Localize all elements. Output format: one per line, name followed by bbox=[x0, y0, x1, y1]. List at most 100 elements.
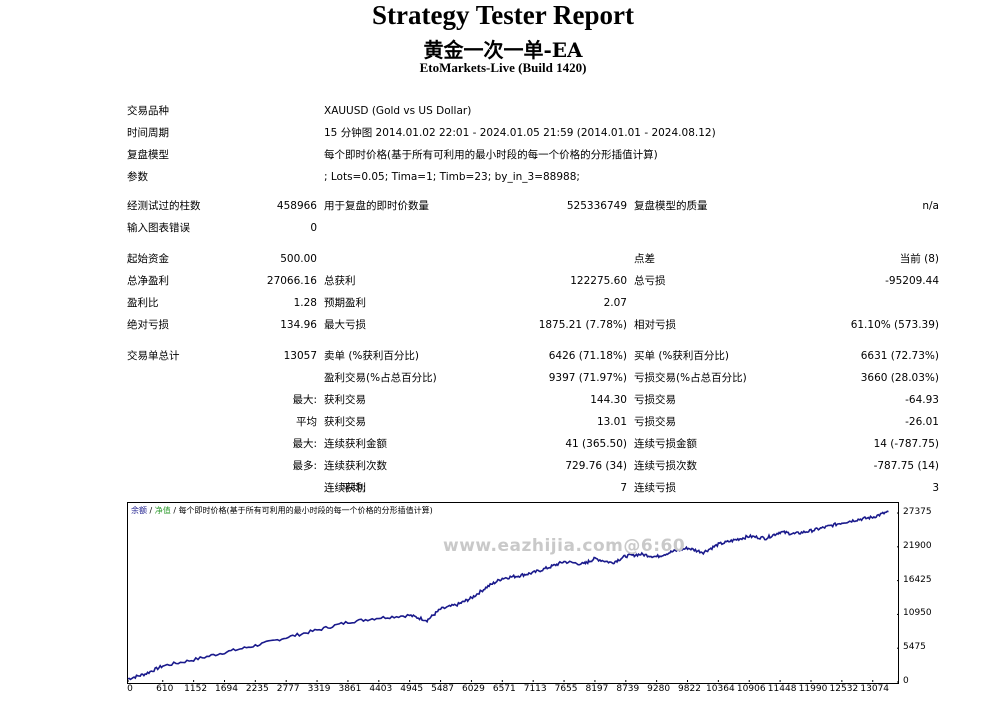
max-cons-wins-value: 41 (365.50) bbox=[565, 438, 627, 450]
most-cons-wins-value: 729.76 (34) bbox=[565, 460, 627, 472]
expected-payoff-label: 预期盈利 bbox=[324, 297, 366, 309]
ticks-label: 用于复盘的即时价数量 bbox=[324, 200, 429, 212]
profit-trades-label: 盈利交易(%占总百分比) bbox=[324, 372, 437, 384]
spread-value: 当前 (8) bbox=[899, 253, 939, 265]
x-tick-label: 3319 bbox=[307, 684, 331, 694]
x-tick-label: 4945 bbox=[400, 684, 424, 694]
avg-cons-losses-value: 3 bbox=[932, 482, 939, 494]
avg-cons-wins-value: 7 bbox=[620, 482, 627, 494]
balance-line bbox=[127, 510, 889, 681]
largest-win-value: 144.30 bbox=[590, 394, 627, 406]
x-tick-label: 12532 bbox=[829, 684, 859, 694]
x-tick-label: 6571 bbox=[492, 684, 516, 694]
x-tick-label: 7655 bbox=[554, 684, 578, 694]
maximum-prefix: 最大: bbox=[292, 438, 317, 450]
avg-loss-label: 亏损交易 bbox=[634, 416, 676, 428]
avg-cons-losses-label: 连续亏损 bbox=[634, 482, 676, 494]
net-profit-label: 总净盈利 bbox=[127, 275, 169, 287]
total-trades-label: 交易单总计 bbox=[127, 350, 180, 362]
average-prefix: 平均 bbox=[296, 416, 317, 428]
params-value: ; Lots=0.05; Tima=1; Timb=23; by_in_3=88… bbox=[324, 171, 580, 183]
most-cons-wins-label: 连续获利次数 bbox=[324, 460, 387, 472]
legend-balance: 余额 bbox=[131, 506, 147, 515]
x-tick-label: 5487 bbox=[431, 684, 454, 694]
loss-trades-value: 3660 (28.03%) bbox=[860, 372, 939, 384]
long-positions-value: 6631 (72.73%) bbox=[860, 350, 939, 362]
balance-chart bbox=[127, 510, 899, 683]
largest-prefix: 最大: bbox=[292, 394, 317, 406]
x-tick-label: 9822 bbox=[678, 684, 701, 694]
y-tick-label: 10950 bbox=[903, 608, 932, 619]
x-tick-label: 8197 bbox=[585, 684, 609, 694]
x-tick-label: 10906 bbox=[736, 684, 766, 694]
chart-legend: 余额 / 净值 / 每个即时价格(基于所有可利用的最小时段的每一个价格的分形插值… bbox=[131, 505, 433, 516]
balance-chart-frame bbox=[127, 502, 899, 684]
max-drawdown-label: 最大亏损 bbox=[324, 319, 366, 331]
deposit-value: 500.00 bbox=[280, 253, 317, 265]
loss-trades-label: 亏损交易(%占总百分比) bbox=[634, 372, 747, 384]
x-tick-label: 10364 bbox=[706, 684, 735, 694]
y-tick-label: 27375 bbox=[903, 507, 932, 518]
abs-drawdown-label: 绝对亏损 bbox=[127, 319, 169, 331]
x-tick-label: 13074 bbox=[860, 684, 890, 694]
total-trades-value: 13057 bbox=[283, 350, 317, 362]
x-tick-label: 2235 bbox=[245, 684, 269, 694]
period-value: 15 分钟图 2014.01.02 22:01 - 2024.01.05 21:… bbox=[324, 127, 716, 139]
quality-value: n/a bbox=[922, 200, 939, 212]
most-cons-losses-value: -787.75 (14) bbox=[873, 460, 939, 472]
x-tick-label: 11448 bbox=[767, 684, 797, 694]
max-cons-wins-label: 连续获利金额 bbox=[324, 438, 387, 450]
profit-factor-label: 盈利比 bbox=[127, 297, 159, 309]
y-tick-label: 21900 bbox=[903, 540, 932, 551]
rel-drawdown-label: 相对亏损 bbox=[634, 319, 676, 331]
avg-cons-prefix: 平均: bbox=[341, 482, 366, 494]
x-tick-label: 7113 bbox=[523, 684, 547, 694]
ticks-value: 525336749 bbox=[566, 200, 627, 212]
gross-loss-label: 总亏损 bbox=[634, 275, 666, 287]
x-tick-label: 610 bbox=[156, 684, 174, 694]
abs-drawdown-value: 134.96 bbox=[280, 319, 317, 331]
params-label: 参数 bbox=[127, 171, 148, 183]
avg-win-label: 获利交易 bbox=[324, 416, 366, 428]
watermark: www.eazhijia.com@6:60 bbox=[443, 536, 686, 556]
y-tick-label: 16425 bbox=[903, 574, 932, 585]
legend-separator: / bbox=[147, 506, 155, 515]
legend-equity: 净值 bbox=[154, 506, 171, 515]
x-tick-label: 9280 bbox=[647, 684, 671, 694]
model-label: 复盘模型 bbox=[127, 149, 169, 161]
model-value: 每个即时价格(基于所有可利用的最小时段的每一个价格的分形插值计算) bbox=[324, 149, 658, 161]
max-cons-losses-value: 14 (-787.75) bbox=[873, 438, 939, 450]
x-tick-label: 2777 bbox=[276, 684, 300, 694]
ea-name: 黄金一次一单-EA bbox=[423, 38, 583, 62]
rel-drawdown-value: 61.10% (573.39) bbox=[850, 319, 939, 331]
x-tick-label: 1152 bbox=[184, 684, 208, 694]
y-tick-label: 5475 bbox=[903, 642, 926, 653]
bars-label: 经测试过的柱数 bbox=[127, 200, 201, 212]
server-build: EtoMarkets-Live (Build 1420) bbox=[419, 60, 587, 75]
expected-payoff-value: 2.07 bbox=[603, 297, 627, 309]
gross-profit-label: 总获利 bbox=[324, 275, 356, 287]
most-cons-losses-label: 连续亏损次数 bbox=[634, 460, 697, 472]
most-prefix: 最多: bbox=[292, 460, 317, 472]
deposit-label: 起始资金 bbox=[127, 253, 169, 265]
largest-loss-value: -64.93 bbox=[905, 394, 939, 406]
largest-loss-label: 亏损交易 bbox=[634, 394, 676, 406]
quality-label: 复盘模型的质量 bbox=[634, 200, 708, 212]
net-profit-value: 27066.16 bbox=[266, 275, 317, 287]
symbol-label: 交易品种 bbox=[127, 105, 169, 117]
symbol-value: XAUUSD (Gold vs US Dollar) bbox=[324, 105, 472, 117]
errors-value: 0 bbox=[310, 222, 317, 234]
report-title: Strategy Tester Report bbox=[372, 0, 634, 30]
avg-win-value: 13.01 bbox=[596, 416, 627, 428]
long-positions-label: 买单 (%获利百分比) bbox=[634, 350, 730, 362]
largest-win-label: 获利交易 bbox=[324, 394, 366, 406]
x-tick-label: 6029 bbox=[461, 684, 485, 694]
avg-loss-value: -26.01 bbox=[905, 416, 939, 428]
profit-trades-value: 9397 (71.97%) bbox=[548, 372, 627, 384]
y-tick-label: 0 bbox=[903, 676, 909, 686]
gross-loss-value: -95209.44 bbox=[885, 275, 939, 287]
errors-label: 输入图表错误 bbox=[127, 222, 190, 234]
x-tick-label: 4403 bbox=[369, 684, 393, 694]
x-tick-label: 11990 bbox=[798, 684, 828, 694]
gross-profit-value: 122275.60 bbox=[570, 275, 627, 287]
